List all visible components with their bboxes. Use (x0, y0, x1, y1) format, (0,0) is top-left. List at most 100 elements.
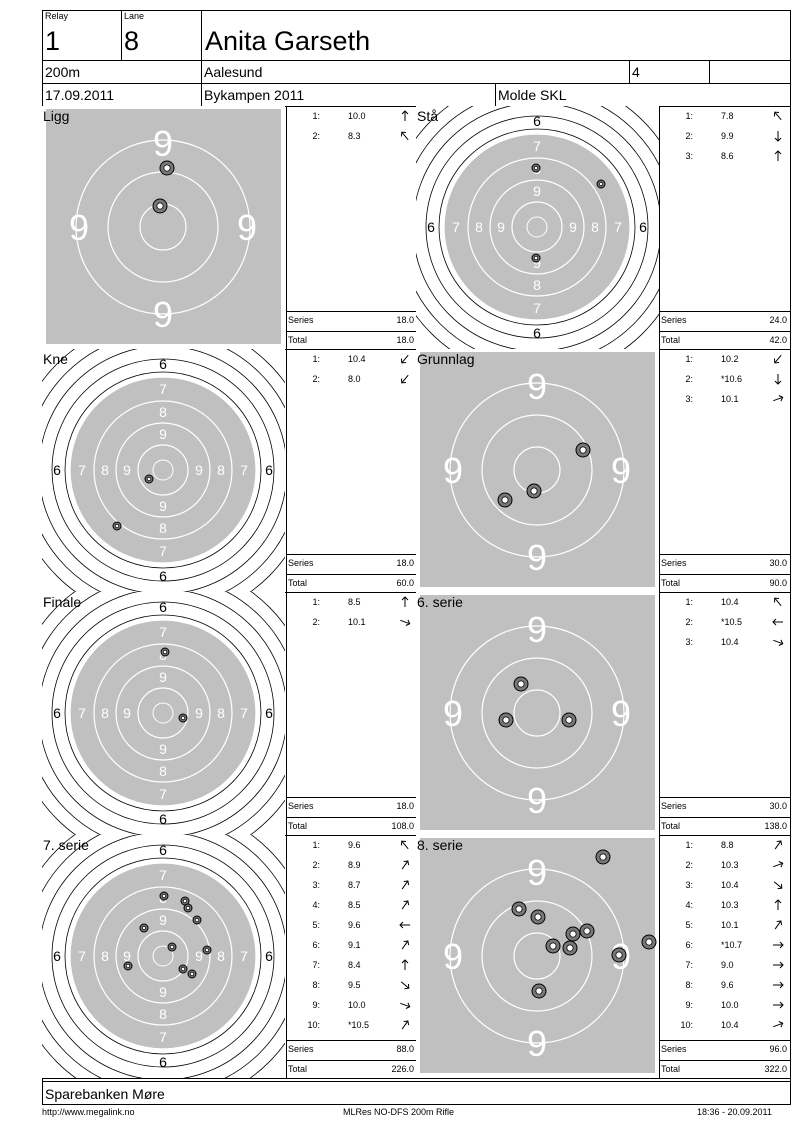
shot-direction-arrow-icon (774, 899, 782, 910)
shot-number: 3: (685, 394, 693, 404)
class-number: 4 (632, 64, 640, 80)
shot-score: 10.1 (721, 394, 739, 404)
shot-row: 6: 9.1 (286, 940, 416, 953)
shot-number: 1: (312, 111, 320, 121)
series-title: 7. serie (43, 837, 89, 853)
shot-direction-arrow-icon (401, 110, 409, 121)
ring-number: 6 (265, 462, 273, 478)
field-number: 9 (527, 852, 547, 893)
shot-score: 9.9 (721, 131, 734, 141)
shot-number: 5: (312, 920, 320, 930)
shot-hole (178, 713, 188, 723)
ring-number: 9 (497, 219, 505, 235)
shot-direction-arrow-icon (400, 840, 409, 850)
ring-number: 7 (159, 1029, 167, 1045)
shot-row: 1: 8.5 (286, 596, 416, 610)
shot-row: 1: 10.4 (659, 598, 789, 610)
series-score: 18.0 (396, 558, 414, 568)
shot-number: 1: (312, 597, 320, 607)
shot-row: 1: 10.2 (659, 355, 789, 367)
series-label: Series (288, 801, 314, 811)
date: 17.09.2011 (45, 87, 115, 103)
shot-score: *10.5 (721, 617, 743, 627)
total-label: Total (288, 821, 308, 831)
shot-hole (160, 647, 170, 657)
series-title: 8. serie (417, 837, 463, 853)
shot-number: 6: (312, 940, 320, 950)
ring-number: 6 (159, 356, 167, 372)
total-score: 60.0 (396, 578, 414, 588)
shot-score: 8.8 (721, 840, 734, 850)
ring-number: 8 (217, 948, 225, 964)
shot-direction-arrow-icon (401, 959, 409, 970)
ring-number: 7 (159, 867, 167, 883)
series-title: 6. serie (417, 594, 463, 610)
shot-number: 2: (685, 860, 693, 870)
shot-score: 8.0 (348, 374, 361, 384)
total-label: Total (288, 578, 308, 588)
shot-number: 2: (312, 860, 320, 870)
shot-direction-arrow-icon (774, 374, 782, 385)
shot-score: 9.1 (348, 940, 361, 950)
shot-row: 5: 9.6 (286, 921, 416, 933)
shot-direction-arrow-icon (774, 840, 783, 850)
shot-number: 2: (685, 374, 693, 384)
field-number: 9 (237, 207, 257, 248)
shot-hole (159, 891, 169, 901)
ring-number: 9 (123, 705, 131, 721)
ring-number: 6 (265, 705, 273, 721)
series-label: Series (661, 315, 687, 325)
shot-row: 1: 10.0 (286, 110, 416, 124)
relay-label: Relay (45, 11, 69, 21)
field-number: 9 (527, 609, 547, 650)
ring-number: 9 (123, 462, 131, 478)
series-score: 24.0 (769, 315, 787, 325)
ring-number: 6 (159, 811, 167, 827)
shot-row: 3: 10.1 (659, 395, 789, 407)
ring-number: 9 (195, 705, 203, 721)
ring-number: 7 (159, 786, 167, 802)
ring-number: 6 (533, 113, 541, 129)
shot-direction-arrow-icon (401, 860, 410, 870)
ring-number: 6 (639, 219, 647, 235)
shot-score: 8.9 (348, 860, 361, 870)
ring-number: 6 (53, 948, 61, 964)
shot-direction-arrow-icon (773, 354, 782, 364)
ring-number: 8 (159, 763, 167, 779)
series-score: 18.0 (396, 801, 414, 811)
shot-row: 1: 7.8 (659, 112, 789, 124)
ring-number: 8 (159, 1006, 167, 1022)
lane-label: Lane (124, 11, 145, 21)
footer-url: http://www.megalink.no (42, 1107, 135, 1117)
shot-score: 10.1 (348, 617, 366, 627)
ring-number: 6 (427, 219, 435, 235)
lane-number: 8 (124, 26, 140, 56)
shot-hole (531, 253, 541, 263)
ring-number: 7 (159, 381, 167, 397)
series-title: Finale (43, 594, 82, 610)
shot-hole (178, 964, 188, 974)
shot-hole (561, 712, 577, 728)
shot-hole (183, 903, 193, 913)
ring-number: 7 (240, 462, 248, 478)
field-number: 9 (443, 936, 463, 977)
shot-direction-arrow-icon (773, 395, 784, 402)
field-number: 9 (443, 693, 463, 734)
shot-direction-arrow-icon (774, 150, 782, 161)
total-score: 42.0 (769, 335, 787, 345)
shot-direction-arrow-icon (773, 639, 784, 646)
shot-score: 10.4 (721, 880, 739, 890)
series-score: 88.0 (396, 1044, 414, 1054)
ring-number: 6 (533, 325, 541, 341)
ring-number: 7 (78, 705, 86, 721)
shot-hole (641, 934, 657, 950)
shot-row: 6: *10.7 (659, 941, 789, 953)
total-label: Total (661, 821, 681, 831)
shot-hole (112, 521, 122, 531)
ring-number: 9 (159, 426, 167, 442)
series-label: Series (661, 1044, 687, 1054)
shot-hole (579, 923, 595, 939)
